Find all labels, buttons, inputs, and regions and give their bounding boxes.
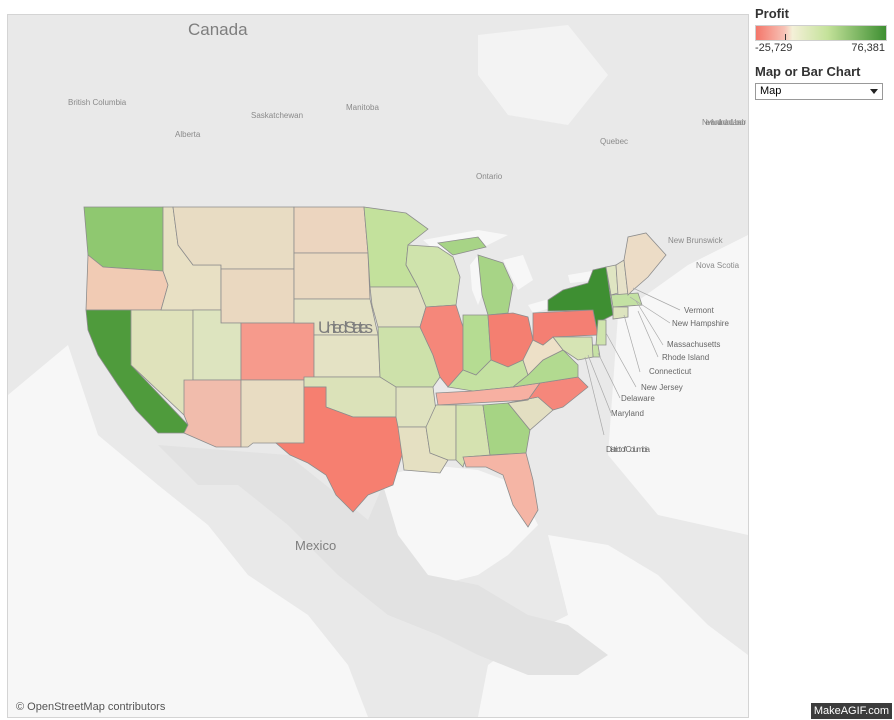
label-connecticut: Connecticut	[649, 367, 692, 376]
legend-max-label: 76,381	[851, 42, 885, 54]
profit-color-ramp[interactable]	[755, 25, 887, 41]
lake-huron	[503, 255, 533, 290]
chevron-down-icon[interactable]	[870, 89, 878, 94]
state-massachusetts[interactable]	[610, 292, 643, 308]
label-massachusetts: Massachusetts	[667, 340, 720, 349]
legend-title: Profit	[755, 6, 789, 21]
state-maine[interactable]	[623, 232, 667, 296]
side-panel: Profit -25,729 76,381 Map or Bar Chart M…	[755, 6, 889, 100]
label-mexico: Mexico	[295, 538, 336, 553]
label-ontario: Ontario	[476, 172, 503, 181]
watermark: MakeAGIF.com	[810, 703, 892, 719]
states-layer	[83, 206, 667, 528]
ramp-labels: -25,729 76,381	[755, 42, 885, 54]
label-new-jersey: New Jersey	[641, 383, 683, 392]
atlantic-ocean	[608, 235, 748, 535]
callout-labels: Vermont New Hampshire Massachusetts Rhod…	[606, 306, 729, 454]
map-or-bar-dropdown[interactable]: Map	[755, 83, 883, 100]
label-district-of-columbia: District of Columbia	[606, 445, 651, 454]
state-new-mexico[interactable]	[240, 379, 305, 448]
pacific-ocean	[8, 345, 368, 717]
label-saskatchewan: Saskatchewan	[251, 111, 303, 120]
state-wyoming[interactable]	[220, 268, 295, 324]
label-newfoundland: Newfoundland and Labrador	[702, 118, 746, 127]
state-connecticut[interactable]	[612, 306, 629, 320]
label-new-brunswick: New Brunswick	[668, 236, 724, 245]
state-north-dakota[interactable]	[293, 206, 369, 254]
label-delaware: Delaware	[621, 394, 655, 403]
callout-leaders	[584, 287, 681, 436]
state-florida[interactable]	[462, 452, 539, 528]
state-colorado[interactable]	[240, 322, 315, 381]
label-manitoba: Manitoba	[346, 103, 379, 112]
label-canada: Canada	[188, 20, 248, 39]
state-arizona[interactable]	[183, 379, 242, 448]
mexico-land	[158, 445, 608, 675]
label-quebec: Quebec	[600, 137, 628, 146]
label-maryland: Maryland	[611, 409, 644, 418]
state-new-jersey[interactable]	[595, 319, 607, 346]
map-canvas[interactable]: Canada Mexico United States British Colu…	[8, 15, 748, 717]
state-kansas[interactable]	[313, 334, 381, 378]
label-new-hampshire: New Hampshire	[672, 319, 729, 328]
map-view[interactable]: Canada Mexico United States British Colu…	[7, 14, 749, 718]
state-montana[interactable]	[172, 206, 295, 270]
state-south-dakota[interactable]	[293, 252, 371, 300]
dropdown-value: Map	[760, 85, 782, 97]
label-nova-scotia: Nova Scotia	[696, 261, 740, 270]
legend-min-label: -25,729	[755, 42, 793, 54]
label-british-columbia: British Columbia	[68, 98, 127, 107]
ramp-zero-tick	[785, 34, 786, 40]
state-texas[interactable]	[274, 386, 403, 513]
label-vermont: Vermont	[684, 306, 715, 315]
selector-title: Map or Bar Chart	[755, 64, 861, 79]
map-attribution[interactable]: © OpenStreetMap contributors	[16, 701, 166, 713]
hudson-bay	[478, 25, 608, 125]
state-iowa[interactable]	[369, 286, 427, 328]
gulf-of-mexico	[378, 465, 538, 585]
label-united-states: United States	[318, 318, 373, 337]
label-rhode-island: Rhode Island	[662, 353, 709, 362]
label-alberta: Alberta	[175, 130, 201, 139]
